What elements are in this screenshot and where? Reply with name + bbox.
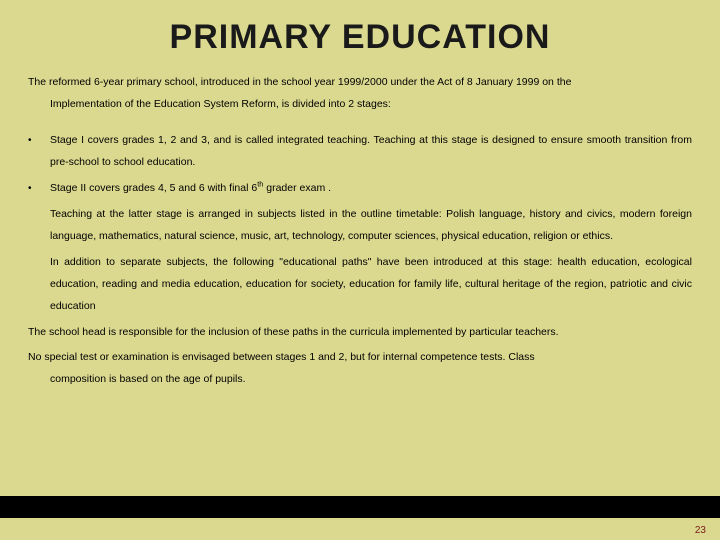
bottom-bar — [0, 496, 720, 518]
closing-paragraph: No special test or examination is envisa… — [28, 346, 692, 390]
intro-text: The reformed 6-year primary school, intr… — [28, 71, 692, 115]
bullet-text: Stage II covers grades 4, 5 and 6 with f… — [50, 177, 692, 317]
bullet-lead: Stage II covers grades 4, 5 and 6 with f… — [50, 182, 331, 194]
slide: PRIMARY EDUCATION The reformed 6-year pr… — [0, 0, 720, 540]
closing-paragraph: The school head is responsible for the i… — [28, 321, 692, 343]
bullet-item: • Stage I covers grades 1, 2 and 3, and … — [28, 129, 692, 173]
bullet-para: In addition to separate subjects, the fo… — [50, 256, 692, 312]
bullet-icon: • — [28, 177, 50, 200]
closing-text: No special test or examination is envisa… — [28, 346, 692, 390]
bullet-item: • Stage II covers grades 4, 5 and 6 with… — [28, 177, 692, 317]
page-title: PRIMARY EDUCATION — [28, 18, 692, 57]
page-number: 23 — [695, 525, 706, 536]
bullet-text: Stage I covers grades 1, 2 and 3, and is… — [50, 129, 692, 173]
intro-paragraph: The reformed 6-year primary school, intr… — [28, 71, 692, 115]
bullet-para: Teaching at the latter stage is arranged… — [50, 208, 692, 242]
bullet-icon: • — [28, 129, 50, 152]
